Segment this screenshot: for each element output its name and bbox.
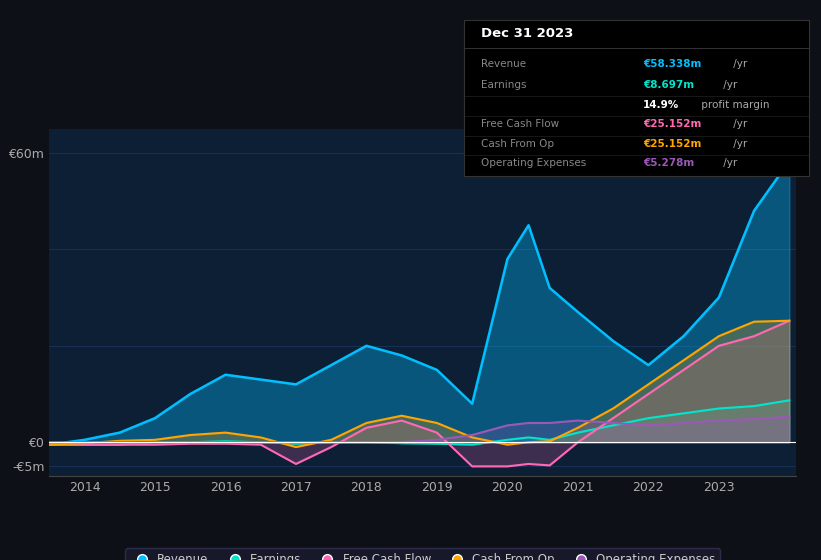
Text: Operating Expenses: Operating Expenses [481, 158, 586, 169]
Text: €5.278m: €5.278m [643, 158, 695, 169]
Text: €8.697m: €8.697m [643, 80, 695, 90]
Text: profit margin: profit margin [699, 100, 770, 110]
Text: 14.9%: 14.9% [643, 100, 680, 110]
Text: /yr: /yr [731, 139, 748, 149]
Legend: Revenue, Earnings, Free Cash Flow, Cash From Op, Operating Expenses: Revenue, Earnings, Free Cash Flow, Cash … [126, 548, 720, 560]
Text: Dec 31 2023: Dec 31 2023 [481, 27, 574, 40]
Text: /yr: /yr [731, 119, 748, 129]
Text: /yr: /yr [720, 158, 737, 169]
Text: Earnings: Earnings [481, 80, 526, 90]
Text: /yr: /yr [720, 80, 737, 90]
Text: €58.338m: €58.338m [643, 59, 702, 69]
Text: €25.152m: €25.152m [643, 139, 702, 149]
Text: Revenue: Revenue [481, 59, 526, 69]
Text: /yr: /yr [731, 59, 748, 69]
Text: €25.152m: €25.152m [643, 119, 702, 129]
Text: Free Cash Flow: Free Cash Flow [481, 119, 559, 129]
Text: Cash From Op: Cash From Op [481, 139, 554, 149]
